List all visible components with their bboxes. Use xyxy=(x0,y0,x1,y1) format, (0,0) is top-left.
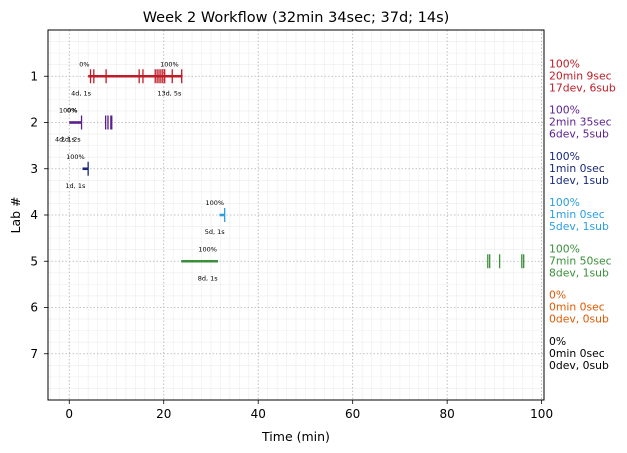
lab-4-summary-line: 5dev, 1sub xyxy=(549,220,609,233)
lab-1-summary-line: 100% xyxy=(549,57,580,70)
y-tick-label: 1 xyxy=(30,69,38,83)
y-tick-label: 6 xyxy=(30,301,38,315)
lab-2-annotation: 0% xyxy=(67,107,77,115)
x-tick-label: 100 xyxy=(530,407,553,421)
y-tick-label: 4 xyxy=(30,208,38,222)
lab-5-summary-line: 8dev, 1sub xyxy=(549,266,609,279)
lab-7-summary-line: 0min 0sec xyxy=(549,347,605,360)
grid xyxy=(48,30,544,400)
lab-4-annotation: 5d, 1s xyxy=(205,228,226,236)
y-tick-label: 3 xyxy=(30,162,38,176)
x-tick-label: 80 xyxy=(440,407,455,421)
lab-6-summary-line: 0min 0sec xyxy=(549,301,605,314)
x-tick-label: 0 xyxy=(65,407,73,421)
lab-1-annotation: 13d, 5s xyxy=(157,89,182,97)
lab-1-summary-line: 17dev, 6sub xyxy=(549,81,616,94)
lab-4-annotation: 100% xyxy=(205,199,224,207)
lab-1-annotation: 100% xyxy=(160,60,179,68)
y-axis-label: Lab # xyxy=(8,196,23,233)
lab-3-summary-line: 1min 0sec xyxy=(549,162,605,175)
lab-7-summary-line: 0dev, 0sub xyxy=(549,359,609,372)
lab-2-summary-line: 2min 35sec xyxy=(549,116,612,129)
y-tick-label: 5 xyxy=(30,254,38,268)
lab-4-summary-line: 1min 0sec xyxy=(549,208,605,221)
lab-6-summary-line: 0dev, 0sub xyxy=(549,313,609,326)
lab-1-annotation: 0% xyxy=(79,60,89,68)
lab-1-summary-line: 20min 9sec xyxy=(549,69,612,82)
lab-7-summary-line: 0% xyxy=(549,335,566,348)
x-axis-label: Time (min) xyxy=(261,429,330,444)
lab-3-annotation: 1d, 1s xyxy=(65,182,86,190)
axes: 0 20 40 60 80 100 1 2 3 4 5 6 7 xyxy=(30,69,553,421)
lab-5-annotation: 100% xyxy=(198,245,217,253)
lab-2-summary-line: 6dev, 5sub xyxy=(549,128,609,141)
lab-5-summary-line: 100% xyxy=(549,242,580,255)
x-tick-label: 60 xyxy=(345,407,360,421)
x-tick-label: 40 xyxy=(251,407,266,421)
lab-2-annotation: 2d, 2s xyxy=(61,136,82,144)
lab-3-annotation: 100% xyxy=(66,153,85,161)
chart-title: Week 2 Workflow (32min 34sec; 37d; 14s) xyxy=(143,10,450,26)
y-tick-label: 2 xyxy=(30,116,38,130)
lab-6-summary-line: 0% xyxy=(549,289,566,302)
lab-1-annotation: 4d, 1s xyxy=(71,89,92,97)
lab-5-annotation: 8d, 1s xyxy=(198,274,219,282)
lab-3-summary-line: 1dev, 1sub xyxy=(549,174,609,187)
lab-2-annotation: 4d, 1s xyxy=(55,136,76,144)
lab-2-summary-line: 100% xyxy=(549,104,580,117)
lab-4-summary-line: 100% xyxy=(549,196,580,209)
lab-2-annotation: 100% xyxy=(59,107,78,115)
lab-5-summary-line: 7min 50sec xyxy=(549,254,612,267)
y-tick-label: 7 xyxy=(30,347,38,361)
x-tick-label: 20 xyxy=(156,407,171,421)
lab-3-summary-line: 100% xyxy=(549,150,580,163)
